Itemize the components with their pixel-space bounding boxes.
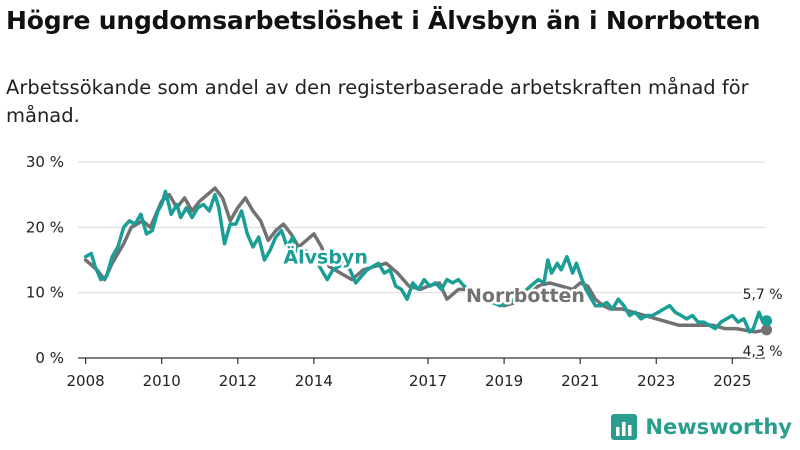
x-tick-label: 2017 [409,372,447,390]
bar-chart-logo-icon [611,414,638,440]
x-tick-label: 2008 [67,372,105,390]
end-point-alvsbyn [761,315,773,327]
x-tick-label: 2021 [561,372,599,390]
y-tick-label: 20 % [26,218,64,236]
y-tick-label: 30 % [26,153,64,171]
chart-title: Högre ungdomsarbetslöshet i Älvsbyn än i… [6,6,761,35]
y-axis-ticks: 0 % 10 % 20 % 30 % [26,153,64,367]
x-tick-label: 2012 [219,372,257,390]
series-lines [83,186,773,336]
x-tick-label: 2023 [637,372,675,390]
gridlines [78,161,765,294]
series-label-norrbotten: Norrbotten [466,285,585,307]
series-label-alvsbyn: Älvsbyn [283,244,367,268]
x-tick-label: 2025 [713,372,751,390]
series-labels: Älvsbyn Norrbotten 5,7 % 4,3 % [281,242,785,362]
chart-subtitle: Arbetssökande som andel av den registerb… [6,76,749,127]
x-tick-label: 2019 [485,372,523,390]
end-label-alvsbyn: 5,7 % [743,287,783,303]
y-tick-label: 10 % [26,284,64,302]
y-tick-label: 0 % [35,349,64,367]
series-line-alvsbyn [83,189,769,334]
x-axis: 2008 2010 2012 2014 2017 2019 2021 2023 2025 [67,357,765,390]
end-point-norrbotten [761,324,773,336]
end-label-norrbotten: 4,3 % [743,344,783,360]
x-tick-label: 2014 [295,372,333,390]
brand-name: Newsworthy [645,415,792,439]
x-tick-label: 2010 [143,372,181,390]
newsworthy-logo: Newsworthy [611,414,792,440]
